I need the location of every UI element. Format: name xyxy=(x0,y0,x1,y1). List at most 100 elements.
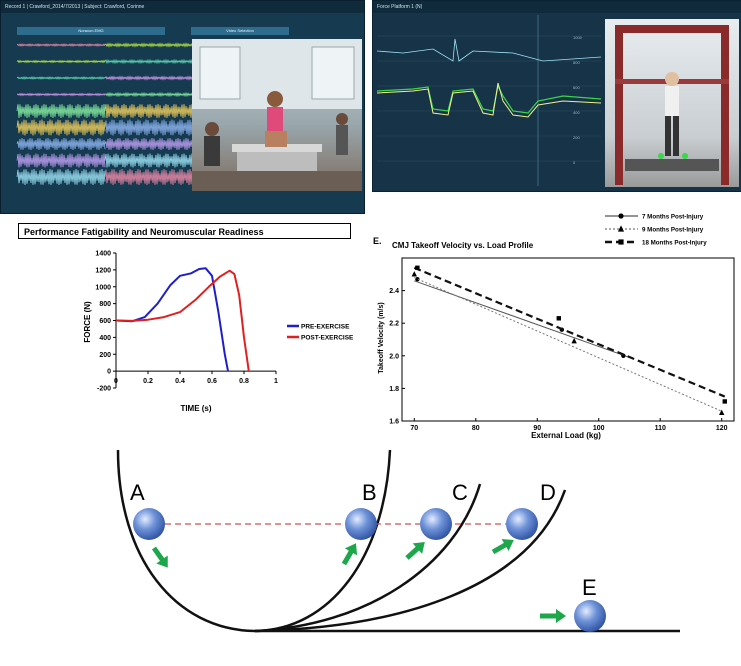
cmj-fit-line xyxy=(413,266,726,398)
svg-text:200: 200 xyxy=(573,135,580,140)
fatigability-chart: 0 0.2 0.4 0.6 0.8 1-2000200400600800100012001… xyxy=(83,251,354,414)
cmj-x-tick-label: 100 xyxy=(593,425,605,432)
fatigability-y-tick-label: 0 xyxy=(107,369,111,376)
fatigability-x-tick-label: 0.2 xyxy=(143,378,153,385)
emg-trace xyxy=(16,119,106,136)
arrow-d-icon xyxy=(491,538,514,555)
fatigability-y-tick-label: -200 xyxy=(97,386,111,393)
cmj-point xyxy=(618,239,624,245)
tab-video-selection[interactable]: Video Selection xyxy=(191,27,289,35)
cmj-y-tick-label: 1.6 xyxy=(389,419,399,426)
cmj-x-tick-label: 80 xyxy=(472,425,480,432)
cmj-y-tick-label: 1.8 xyxy=(389,386,399,393)
svg-text:1000: 1000 xyxy=(573,35,583,40)
cmj-point xyxy=(571,337,577,344)
force-traces: 1000 800 600 400 200 0 xyxy=(376,15,602,186)
tab-noraxon-emg[interactable]: Noraxon EMG xyxy=(17,27,165,35)
fatigability-y-axis-label: FORCE (N) xyxy=(83,301,92,343)
cmj-point xyxy=(618,213,624,219)
force-window-title: Force Platform 1 (N) xyxy=(373,1,741,13)
cmj-point xyxy=(617,225,625,232)
label-d: D xyxy=(540,480,556,505)
emg-trace xyxy=(104,91,194,98)
cmj-y-tick-label: 2.0 xyxy=(389,353,399,360)
emg-trace xyxy=(104,137,194,151)
fatigability-x-tick-label: 0.8 xyxy=(239,378,249,385)
ramp-curve-a xyxy=(116,449,256,633)
emg-software-screenshot: Record 1 | Crawford_2014/7/2013 | Subjec… xyxy=(0,0,365,214)
cmj-legend-label: 7 Months Post-Injury xyxy=(642,214,704,221)
emg-trace xyxy=(104,75,194,81)
fatigability-x-tick-label: 0.6 xyxy=(207,378,217,385)
ball-c xyxy=(420,508,452,540)
ramp-curve-c xyxy=(254,483,482,633)
ball-d xyxy=(506,508,538,540)
cmj-point xyxy=(415,276,420,282)
force-platform-screenshot: Force Platform 1 (N) 1000 800 600 400 200 0 xyxy=(372,0,741,192)
ramp-curve-b xyxy=(254,449,392,633)
seated-subject-illustration xyxy=(192,39,362,191)
emg-trace xyxy=(104,153,194,168)
svg-text:800: 800 xyxy=(573,60,580,65)
svg-text:0: 0 xyxy=(573,160,576,165)
emg-trace xyxy=(16,59,106,64)
emg-trace xyxy=(104,58,194,65)
emg-trace xyxy=(16,76,106,80)
cmj-panel-label: E. xyxy=(373,236,382,246)
cmj-fit-line xyxy=(414,280,630,358)
cmj-point xyxy=(556,316,561,321)
ball-b xyxy=(345,508,377,540)
ramp-curve-d xyxy=(254,489,567,633)
cmj-x-tick-label: 110 xyxy=(655,425,666,432)
cmj-point xyxy=(719,409,725,416)
emg-trace xyxy=(16,43,106,47)
cmj-x-tick-label: 120 xyxy=(716,425,728,432)
fatigability-x-tick-label: 1 xyxy=(274,378,278,385)
fatigability-title: Performance Fatigability and Neuromuscul… xyxy=(18,223,351,239)
emg-trace xyxy=(16,92,106,97)
fatigability-legend-label: POST-EXERCISE xyxy=(301,335,354,342)
fatigability-y-tick-label: 400 xyxy=(99,335,111,342)
cmj-point xyxy=(722,399,727,404)
fatigability-series-line xyxy=(115,269,250,372)
ramp-diagram: A B C D E xyxy=(116,449,680,633)
fatigability-y-tick-label: 200 xyxy=(99,352,111,359)
cmj-chart: E. CMJ Takeoff Velocity vs. Load Profile… xyxy=(373,213,735,440)
emg-trace xyxy=(104,42,194,48)
fatigability-y-tick-label: 1200 xyxy=(95,267,111,274)
emg-traces xyxy=(16,42,194,186)
cmj-legend-label: 18 Months Post-Injury xyxy=(642,240,707,247)
cmj-point xyxy=(415,265,420,270)
fatigability-series-line xyxy=(115,267,229,372)
fatigability-x-axis-label: TIME (s) xyxy=(180,404,211,413)
fatigability-y-tick-label: 600 xyxy=(99,318,111,325)
label-e: E xyxy=(582,575,597,600)
emg-trace xyxy=(16,137,106,151)
cmj-point xyxy=(411,271,417,277)
cmj-y-axis-label: Takeoff Velocity (m/s) xyxy=(378,302,385,373)
cmj-x-tick-label: 90 xyxy=(533,425,541,432)
subject-video-frame xyxy=(192,39,362,191)
cmj-y-tick-label: 2.4 xyxy=(389,288,399,295)
arrow-a-icon xyxy=(151,546,168,568)
cmj-title: CMJ Takeoff Velocity vs. Load Profile xyxy=(392,241,534,250)
jump-video-frame xyxy=(605,19,739,187)
emg-trace xyxy=(16,153,106,168)
cmj-x-axis-label: External Load (kg) xyxy=(531,431,601,440)
fatigability-y-tick-label: 1000 xyxy=(95,284,111,291)
fatigability-x-tick-label: 0.4 xyxy=(175,378,185,385)
emg-trace xyxy=(16,168,106,186)
emg-window-title: Record 1 | Crawford_2014/7/2013 | Subjec… xyxy=(1,1,364,13)
fatigability-legend-label: PRE-EXERCISE xyxy=(301,324,350,331)
emg-trace xyxy=(16,103,106,119)
cmj-x-tick-label: 70 xyxy=(410,425,418,432)
svg-text:400: 400 xyxy=(573,110,580,115)
svg-text:600: 600 xyxy=(573,85,580,90)
arrow-b-icon xyxy=(341,543,358,566)
label-a: A xyxy=(130,480,145,505)
emg-trace xyxy=(104,119,194,136)
ball-a xyxy=(133,508,165,540)
arrow-e-icon xyxy=(540,609,566,623)
squat-rack-illustration xyxy=(615,25,729,185)
arrow-c-icon xyxy=(405,541,425,560)
